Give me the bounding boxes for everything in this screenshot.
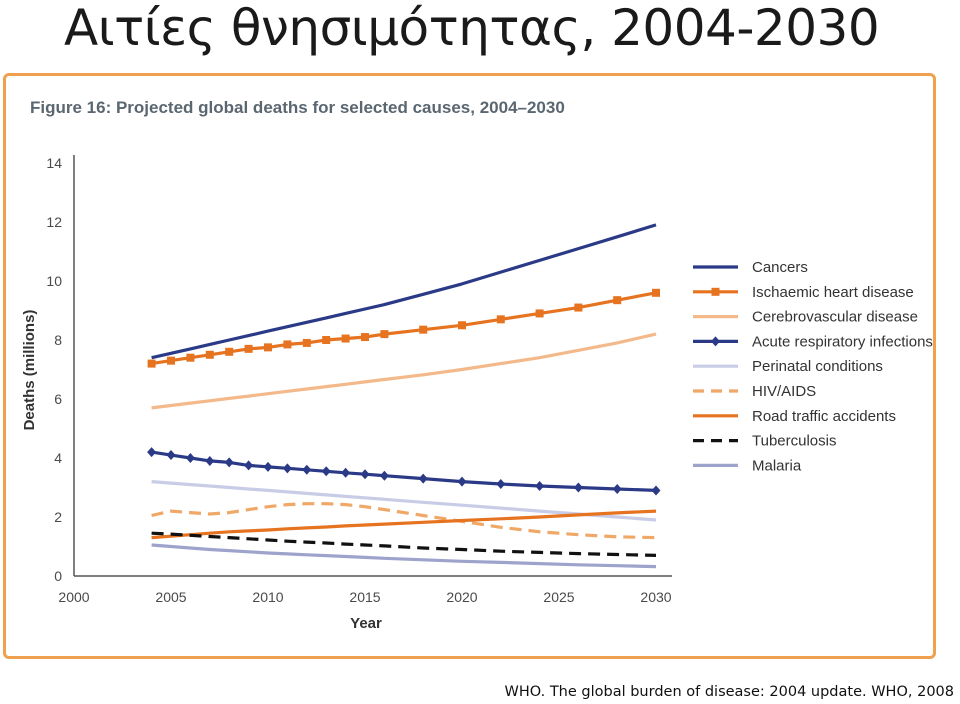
series-ischaemic-heart-disease-marker (613, 296, 622, 305)
series-acute-respiratory-infections-marker (535, 481, 545, 492)
series-acute-respiratory-infections-marker (457, 476, 467, 487)
y-tick-label: 8 (54, 332, 62, 348)
series-acute-respiratory-infections-marker (418, 473, 428, 484)
x-tick-label: 2025 (543, 589, 574, 605)
series-acute-respiratory-infections-marker (282, 463, 292, 474)
chart-title: Figure 16: Projected global deaths for s… (30, 98, 565, 117)
y-tick-label: 12 (46, 214, 62, 230)
series-ischaemic-heart-disease-marker (322, 336, 331, 344)
series-ischaemic-heart-disease-marker (264, 343, 272, 352)
series-acute-respiratory-infections-marker (302, 464, 312, 475)
legend-label: Road traffic accidents (752, 408, 896, 425)
series-ischaemic-heart-disease-marker (361, 333, 369, 342)
series-ischaemic-heart-disease-marker (574, 303, 583, 312)
series-ischaemic-heart-disease-marker (244, 344, 253, 353)
slide-title: Αιτίες θνησιμότητας, 2004-2030 (64, 0, 880, 57)
y-tick-label: 6 (54, 391, 62, 407)
series-acute-respiratory-infections-marker (573, 482, 583, 493)
legend-label: HIV/AIDS (752, 383, 816, 400)
series-line-hiv-aids (151, 502, 657, 540)
x-tick-label: 2020 (446, 589, 477, 605)
series-ischaemic-heart-disease-marker (225, 347, 234, 356)
series-ischaemic-heart-disease-marker (302, 338, 311, 347)
series-ischaemic-heart-disease-marker (205, 350, 214, 359)
legend-label: Cancers (752, 259, 808, 276)
series-line-cancers (151, 223, 657, 360)
series-acute-respiratory-infections-marker (263, 461, 273, 472)
legend-label: Cerebrovascular disease (752, 309, 918, 326)
series-ischaemic-heart-disease-marker (419, 325, 428, 334)
y-tick-label: 10 (46, 273, 62, 289)
series-acute-respiratory-infections-marker (185, 453, 195, 463)
series-acute-respiratory-infections-marker (379, 470, 389, 481)
series-acute-respiratory-infections-marker (205, 455, 215, 466)
x-tick-label: 2005 (155, 589, 186, 605)
x-tick-label: 2000 (58, 589, 89, 605)
y-tick-label: 14 (46, 155, 62, 171)
x-tick-label: 2030 (640, 589, 671, 605)
y-tick-label: 0 (54, 568, 62, 584)
series-line-road-traffic-accidents (151, 509, 657, 540)
series-acute-respiratory-infections-marker (496, 478, 506, 489)
x-tick-label: 2015 (349, 589, 380, 605)
legend-label: Malaria (752, 457, 802, 474)
legend-label: Acute respiratory infections (752, 333, 933, 350)
series-acute-respiratory-infections-marker (244, 460, 254, 471)
legend-acute-respiratory-infections-marker (711, 336, 720, 347)
series-ischaemic-heart-disease-marker (341, 334, 350, 343)
series-line-malaria (151, 543, 657, 569)
x-tick-label: 2010 (252, 589, 283, 605)
series-acute-respiratory-infections-marker (341, 467, 351, 478)
series-ischaemic-heart-disease-marker (458, 321, 466, 330)
series-ischaemic-heart-disease-marker (652, 288, 660, 297)
series-line-acute-respiratory-infections (151, 450, 657, 492)
source-caption: WHO. The global burden of disease: 2004 … (504, 684, 954, 700)
series-ischaemic-heart-disease-marker (167, 356, 175, 365)
series-acute-respiratory-infections-marker (360, 469, 370, 480)
legend-label: Ischaemic heart disease (752, 284, 914, 301)
series-line-cerebrovascular-disease (151, 332, 657, 410)
series-acute-respiratory-infections-marker (166, 450, 176, 461)
series-acute-respiratory-infections-marker (147, 447, 157, 458)
series-ischaemic-heart-disease-marker (283, 340, 292, 349)
series-line-perinatal-conditions (151, 480, 657, 522)
series-acute-respiratory-infections-marker (612, 483, 622, 494)
series-ischaemic-heart-disease-marker (380, 330, 389, 339)
x-axis-title: Year (350, 615, 382, 632)
series-ischaemic-heart-disease-marker (147, 359, 156, 368)
legend-label: Perinatal conditions (752, 358, 883, 375)
y-axis-title: Deaths (millions) (21, 310, 38, 431)
legend-label: Tuberculosis (752, 433, 836, 450)
series-ischaemic-heart-disease-marker (496, 315, 505, 324)
series-ischaemic-heart-disease-marker (186, 353, 195, 362)
legend-ischaemic-heart-disease-marker (711, 287, 720, 296)
series-acute-respiratory-infections-marker (321, 466, 331, 477)
series-ischaemic-heart-disease-marker (535, 309, 544, 318)
y-tick-label: 2 (54, 509, 62, 525)
series-acute-respiratory-infections-marker (651, 485, 661, 496)
y-tick-label: 4 (54, 450, 62, 466)
series-acute-respiratory-infections-marker (224, 457, 234, 468)
series-line-tuberculosis (151, 531, 657, 557)
